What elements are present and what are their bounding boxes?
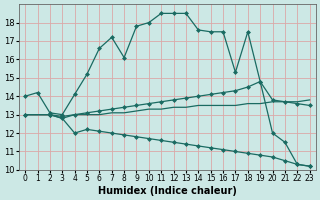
X-axis label: Humidex (Indice chaleur): Humidex (Indice chaleur) — [98, 186, 237, 196]
